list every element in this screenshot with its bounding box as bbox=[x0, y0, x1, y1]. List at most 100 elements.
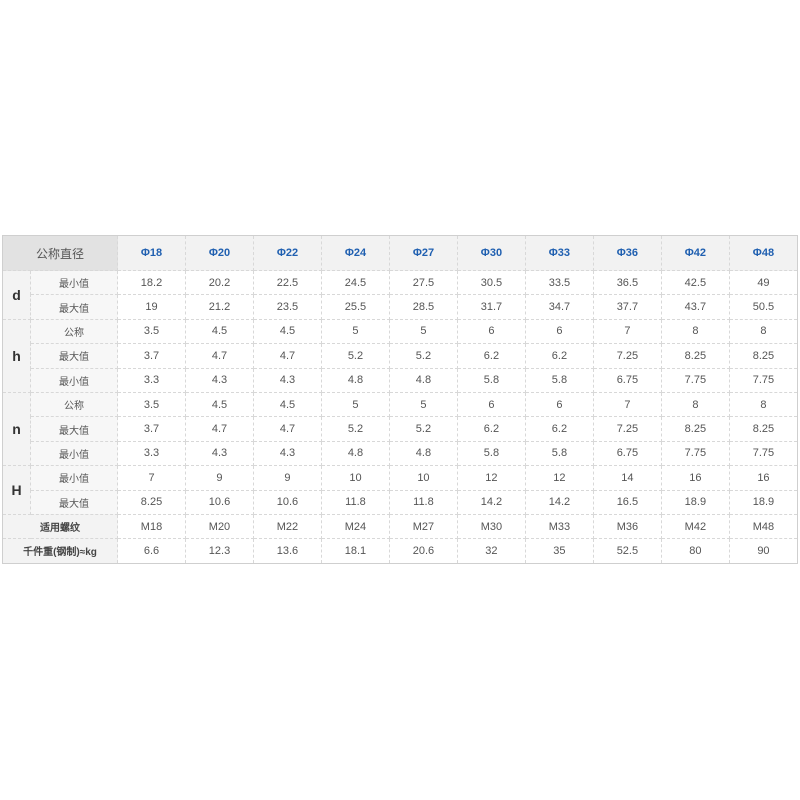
table-cell: 34.7 bbox=[524, 294, 594, 320]
table-cell: 4.5 bbox=[185, 318, 254, 345]
table-row: 最大值 8.25 10.6 10.6 11.8 11.8 14.2 14.2 16.5 18.9 1… bbox=[3, 489, 799, 515]
table-cell: 23.5 bbox=[252, 294, 322, 320]
table-cell: 11.8 bbox=[388, 489, 458, 515]
table-cell: 4.3 bbox=[185, 440, 254, 467]
table-cell: 4.7 bbox=[252, 343, 322, 369]
table-cell: 6.75 bbox=[592, 367, 662, 393]
header-row: 公称直径 Φ18 Φ20 Φ22 Φ24 Φ27 Φ30 Φ33 Φ36 Φ42 Φ48 bbox=[1, 235, 799, 271]
table-cell: M48 bbox=[728, 513, 799, 540]
table-cell: 21.2 bbox=[185, 294, 254, 320]
table-cell: 50.5 bbox=[728, 294, 799, 320]
table-cell: 30.5 bbox=[456, 269, 526, 296]
table-cell: 7 bbox=[592, 318, 662, 345]
table-cell: 6 bbox=[456, 318, 526, 345]
table-cell: 4.3 bbox=[252, 367, 322, 393]
table-row: 适用螺纹 M18 M20 M22 M24 M27 M30 M33 M36 M42 M48 bbox=[1, 513, 799, 540]
row-label: 千件重(钢制)≈kg bbox=[1, 538, 119, 564]
table-cell: 8 bbox=[660, 391, 730, 418]
table-cell: 8 bbox=[728, 391, 799, 418]
table-cell: 4.8 bbox=[320, 367, 390, 393]
table-cell: 3.3 bbox=[117, 367, 186, 393]
table-cell: 7.25 bbox=[592, 416, 662, 442]
table-cell: 14 bbox=[592, 465, 662, 491]
table-cell: M18 bbox=[117, 513, 186, 540]
table-cell: 16 bbox=[728, 465, 799, 491]
row-label: 最小值 bbox=[29, 367, 119, 393]
table-cell: 14.2 bbox=[524, 489, 594, 515]
table-cell: 5.2 bbox=[320, 416, 390, 442]
table-cell: 31.7 bbox=[456, 294, 526, 320]
table-cell: 6.2 bbox=[456, 343, 526, 369]
column-header: Φ22 bbox=[252, 235, 322, 271]
table-cell: 6.6 bbox=[117, 538, 186, 564]
table-cell: 3.7 bbox=[117, 416, 186, 442]
table-cell: 6.2 bbox=[456, 416, 526, 442]
row-label: 公称 bbox=[29, 318, 119, 345]
table-cell: 5 bbox=[320, 391, 390, 418]
table-cell: 6 bbox=[456, 391, 526, 418]
table-cell: 24.5 bbox=[320, 269, 390, 296]
table-row: H 最小值 7 9 9 10 10 12 12 14 16 16 bbox=[2, 465, 799, 515]
table-cell: 12.3 bbox=[185, 538, 254, 564]
table-cell: 32 bbox=[456, 538, 526, 564]
table-cell: 37.7 bbox=[592, 294, 662, 320]
table-cell: 18.9 bbox=[660, 489, 730, 515]
table-cell: 43.7 bbox=[660, 294, 730, 320]
row-label: 最大值 bbox=[29, 343, 119, 369]
group-label: d bbox=[2, 270, 31, 320]
row-label: 最小值 bbox=[29, 465, 119, 491]
column-header: Φ48 bbox=[728, 235, 799, 271]
table-row: 最大值 3.7 4.7 4.7 5.2 5.2 6.2 6.2 7.25 8.25 8.25 bbox=[3, 416, 799, 442]
table-cell: 5.2 bbox=[320, 343, 390, 369]
table-cell: 4.5 bbox=[252, 391, 322, 418]
table-cell: 5 bbox=[320, 318, 390, 345]
table-cell: M22 bbox=[252, 513, 322, 540]
table-cell: 8.25 bbox=[660, 343, 730, 369]
table-cell: 7.75 bbox=[728, 367, 799, 393]
table-cell: 27.5 bbox=[388, 269, 458, 296]
table-cell: 28.5 bbox=[388, 294, 458, 320]
table-cell: 4.8 bbox=[320, 440, 390, 467]
table-cell: 20.6 bbox=[388, 538, 458, 564]
table-cell: 10 bbox=[388, 465, 458, 491]
table-row: 千件重(钢制)≈kg 6.6 12.3 13.6 18.1 20.6 32 35 52.5 80 9… bbox=[1, 538, 799, 564]
table-cell: 13.6 bbox=[252, 538, 322, 564]
column-header: Φ33 bbox=[524, 235, 594, 271]
table-cell: 7 bbox=[117, 465, 186, 491]
table-cell: 18.9 bbox=[728, 489, 799, 515]
table-row: 最小值 3.3 4.3 4.3 4.8 4.8 5.8 5.8 6.75 7.75 7.75 bbox=[3, 367, 799, 393]
spec-table: 公称直径 Φ18 Φ20 Φ22 Φ24 Φ27 Φ30 Φ33 Φ36 Φ42 Φ48 d 最小值… bbox=[1, 235, 799, 564]
table-cell: 52.5 bbox=[592, 538, 662, 564]
row-label: 适用螺纹 bbox=[1, 513, 119, 540]
table-cell: 49 bbox=[728, 269, 799, 296]
table-cell: 19 bbox=[117, 294, 186, 320]
table-cell: 4.3 bbox=[185, 367, 254, 393]
table-cell: 5.2 bbox=[388, 416, 458, 442]
table-cell: 4.7 bbox=[252, 416, 322, 442]
table-row: n 公称 3.5 4.5 4.5 5 5 6 6 7 8 8 bbox=[2, 391, 799, 467]
table-cell: M36 bbox=[592, 513, 662, 540]
table-cell: 4.3 bbox=[252, 440, 322, 467]
table-cell: 6 bbox=[524, 318, 594, 345]
table-cell: 20.2 bbox=[185, 269, 254, 296]
table-cell: 3.5 bbox=[117, 391, 186, 418]
table-cell: 5.8 bbox=[524, 440, 594, 467]
table-cell: 8.25 bbox=[728, 343, 799, 369]
table-row: h 公称 3.5 4.5 4.5 5 5 6 6 7 8 8 bbox=[2, 318, 799, 393]
table-cell: 12 bbox=[524, 465, 594, 491]
table-cell: 18.2 bbox=[117, 269, 186, 296]
row-label: 最大值 bbox=[29, 294, 119, 320]
table-cell: 35 bbox=[524, 538, 594, 564]
row-label: 最大值 bbox=[29, 489, 119, 515]
table-cell: 4.5 bbox=[185, 391, 254, 418]
column-header: Φ27 bbox=[388, 235, 458, 271]
table-cell: 25.5 bbox=[320, 294, 390, 320]
table-cell: 4.5 bbox=[252, 318, 322, 345]
table-cell: 3.5 bbox=[117, 318, 186, 345]
table-cell: 3.7 bbox=[117, 343, 186, 369]
table-cell: 36.5 bbox=[592, 269, 662, 296]
table-cell: 11.8 bbox=[320, 489, 390, 515]
table-cell: 42.5 bbox=[660, 269, 730, 296]
table-row: 最大值 19 21.2 23.5 25.5 28.5 31.7 34.7 37.7 43.7 50.… bbox=[3, 294, 799, 320]
table-cell: 10.6 bbox=[252, 489, 322, 515]
